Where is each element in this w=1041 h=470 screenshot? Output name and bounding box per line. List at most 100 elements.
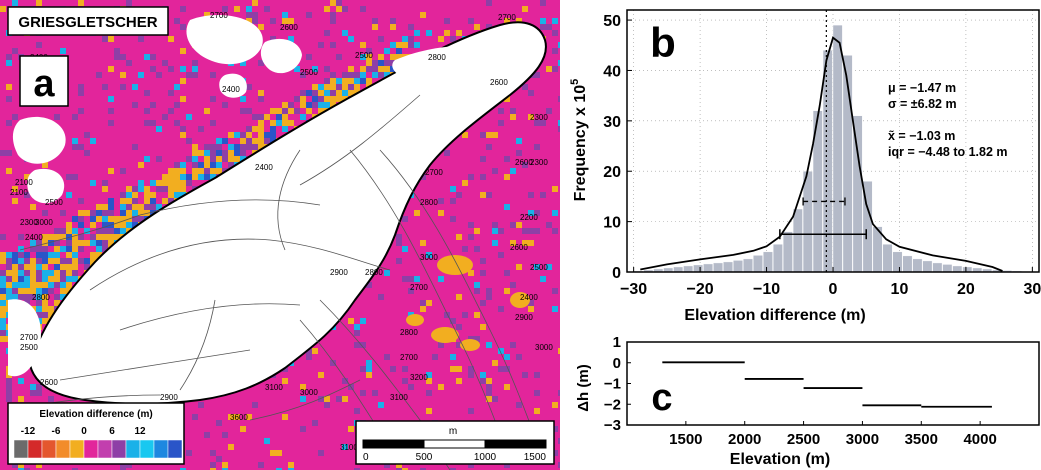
glacier-surface <box>28 21 547 405</box>
raster-cell <box>444 312 450 318</box>
raster-cell <box>126 222 132 228</box>
raster-cell <box>456 294 462 300</box>
raster-cell <box>108 66 114 72</box>
raster-cell <box>492 222 498 228</box>
raster-cell <box>120 210 126 216</box>
raster-cell <box>6 60 12 66</box>
raster-cell <box>462 180 468 186</box>
raster-cell <box>78 222 84 228</box>
raster-cell <box>270 132 276 138</box>
raster-cell <box>492 228 498 234</box>
raster-cell <box>60 270 66 276</box>
raster-cell <box>336 0 342 6</box>
raster-cell <box>216 420 222 426</box>
raster-cell <box>306 90 312 96</box>
histogram-bar <box>922 260 933 273</box>
raster-cell <box>504 96 510 102</box>
raster-cell <box>432 354 438 360</box>
raster-cell <box>108 168 114 174</box>
histogram-bars <box>623 24 1041 273</box>
raster-cell <box>264 138 270 144</box>
raster-cell <box>54 258 60 264</box>
raster-cell <box>306 12 312 18</box>
raster-cell <box>210 150 216 156</box>
raster-cell <box>294 108 300 114</box>
raster-cell <box>342 78 348 84</box>
raster-cell <box>174 186 180 192</box>
raster-cell <box>342 30 348 36</box>
histogram-bar <box>942 264 953 273</box>
contour-label: 2700 <box>400 353 418 362</box>
raster-cell <box>522 162 528 168</box>
raster-cell <box>288 120 294 126</box>
raster-cell <box>138 162 144 168</box>
raster-cell <box>90 240 96 246</box>
raster-cell <box>240 144 246 150</box>
raster-cell <box>240 96 246 102</box>
raster-cell <box>12 0 18 6</box>
y-tick-label: 1 <box>613 334 621 351</box>
elevation-change-chart: 1500 2000 2500 3000 3500 4000 1 0 −1 −2 −3 Elevat… <box>575 334 1040 468</box>
raster-cell <box>498 252 504 258</box>
raster-cell <box>168 36 174 42</box>
raster-cell <box>336 90 342 96</box>
raster-cell <box>258 462 264 468</box>
raster-cell <box>372 60 378 66</box>
contour-label: 2400 <box>520 293 538 302</box>
raster-cell <box>492 240 498 246</box>
raster-cell <box>420 306 426 312</box>
raster-cell <box>78 258 84 264</box>
raster-cell <box>78 90 84 96</box>
raster-cell <box>252 138 258 144</box>
raster-cell <box>246 18 252 24</box>
raster-cell <box>540 0 546 6</box>
raster-cell <box>144 54 150 60</box>
scalebar-tick: 0 <box>363 452 369 463</box>
contour-label: 2600 <box>515 158 533 167</box>
raster-cell <box>18 396 24 402</box>
snow-patch <box>260 38 302 74</box>
contour-label: 2700 <box>20 333 38 342</box>
contour-label: 2300 <box>530 113 548 122</box>
raster-cell <box>6 150 12 156</box>
raster-cell <box>6 276 12 282</box>
raster-cell <box>126 210 132 216</box>
raster-cell <box>0 294 6 300</box>
contour-label: 2600 <box>510 243 528 252</box>
raster-cell <box>360 6 366 12</box>
contour-label: 3600 <box>230 413 248 422</box>
raster-cell <box>288 462 294 468</box>
raster-cell <box>480 174 486 180</box>
histogram-bar <box>802 171 813 273</box>
raster-cell <box>336 396 342 402</box>
raster-cell <box>270 108 276 114</box>
raster-cell <box>312 102 318 108</box>
raster-cell <box>174 192 180 198</box>
raster-cell <box>324 96 330 102</box>
raster-cell <box>54 246 60 252</box>
raster-cell <box>78 246 84 252</box>
raster-cell <box>246 414 252 420</box>
contour-label: 2800 <box>420 198 438 207</box>
raster-cell <box>174 174 180 180</box>
raster-cell <box>234 414 240 420</box>
raster-cell <box>318 108 324 114</box>
raster-cell <box>228 150 234 156</box>
raster-cell <box>228 144 234 150</box>
raster-cell <box>330 78 336 84</box>
contour-line <box>349 149 511 461</box>
raster-cell <box>252 402 258 408</box>
raster-cell <box>78 216 84 222</box>
raster-cell <box>114 234 120 240</box>
raster-cell <box>72 264 78 270</box>
raster-cell <box>498 306 504 312</box>
raster-cell <box>522 6 528 12</box>
raster-cell <box>318 96 324 102</box>
raster-cell <box>378 66 384 72</box>
contour-label: 2900 <box>515 313 533 322</box>
raster-cell <box>42 288 48 294</box>
raster-cell <box>318 372 324 378</box>
raster-cell <box>162 174 168 180</box>
y-tick-label: 10 <box>603 215 621 232</box>
raster-cell <box>114 54 120 60</box>
